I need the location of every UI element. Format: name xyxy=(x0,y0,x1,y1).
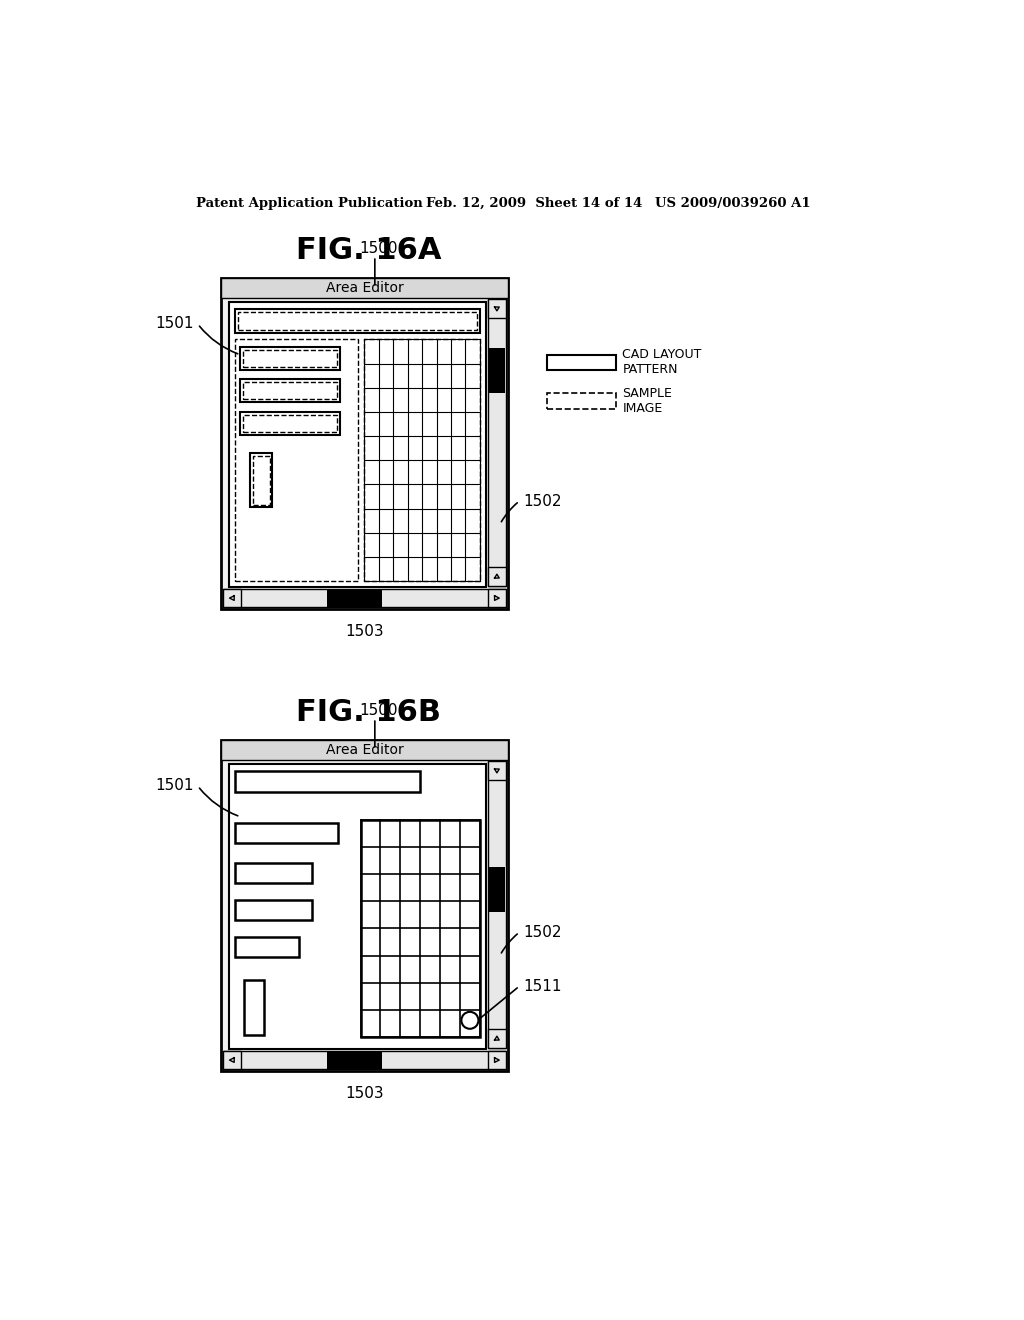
Bar xyxy=(365,339,480,581)
Text: Area Editor: Area Editor xyxy=(326,743,403,756)
Bar xyxy=(234,863,312,883)
Bar xyxy=(240,379,340,403)
Circle shape xyxy=(462,1012,478,1028)
Bar xyxy=(245,979,264,1035)
Text: 1502: 1502 xyxy=(523,925,562,940)
Bar xyxy=(243,414,337,432)
Bar xyxy=(222,1051,241,1069)
Bar xyxy=(234,937,299,957)
Bar xyxy=(221,739,508,1071)
Bar xyxy=(488,347,506,392)
Bar xyxy=(251,453,272,507)
Text: 1503: 1503 xyxy=(345,624,384,639)
Text: CAD LAYOUT
PATTERN: CAD LAYOUT PATTERN xyxy=(623,348,701,376)
Bar xyxy=(228,302,486,587)
Bar xyxy=(234,771,420,792)
Bar xyxy=(243,383,337,400)
Bar xyxy=(234,822,338,843)
Bar xyxy=(240,347,340,370)
Text: FIG. 16A: FIG. 16A xyxy=(296,236,441,265)
Text: 1501: 1501 xyxy=(156,317,194,331)
Bar xyxy=(243,350,337,367)
Text: 1501: 1501 xyxy=(156,779,194,793)
Text: 1502: 1502 xyxy=(523,494,562,508)
Bar xyxy=(328,1051,382,1069)
Bar xyxy=(222,1051,506,1069)
Bar xyxy=(221,277,508,298)
Text: Area Editor: Area Editor xyxy=(326,281,403,294)
Bar xyxy=(547,355,616,370)
Text: SAMPLE
IMAGE: SAMPLE IMAGE xyxy=(623,387,673,414)
Bar xyxy=(487,589,506,607)
Bar xyxy=(360,820,480,1038)
Text: 1511: 1511 xyxy=(523,978,562,994)
Text: US 2009/0039260 A1: US 2009/0039260 A1 xyxy=(655,197,811,210)
Bar xyxy=(240,412,340,434)
Text: 1503: 1503 xyxy=(345,1086,384,1101)
Bar xyxy=(234,309,480,333)
Text: 1500: 1500 xyxy=(359,704,398,718)
Bar xyxy=(234,339,358,581)
Bar xyxy=(222,589,506,607)
Bar xyxy=(238,312,477,330)
Bar xyxy=(328,589,382,607)
Bar xyxy=(487,1030,506,1048)
Bar xyxy=(487,762,506,1048)
Text: 1500: 1500 xyxy=(359,242,398,256)
Bar xyxy=(221,277,508,609)
Text: Feb. 12, 2009  Sheet 14 of 14: Feb. 12, 2009 Sheet 14 of 14 xyxy=(426,197,643,210)
Bar xyxy=(487,300,506,318)
Bar xyxy=(487,1051,506,1069)
Bar xyxy=(547,393,616,409)
Bar xyxy=(234,900,312,920)
Bar xyxy=(253,455,270,506)
Bar xyxy=(488,867,506,912)
Bar xyxy=(487,762,506,780)
Bar xyxy=(221,739,508,760)
Text: FIG. 16B: FIG. 16B xyxy=(296,698,440,727)
Bar xyxy=(228,764,486,1049)
Bar xyxy=(487,300,506,586)
Bar xyxy=(222,589,241,607)
Text: Patent Application Publication: Patent Application Publication xyxy=(197,197,423,210)
Bar xyxy=(487,568,506,586)
